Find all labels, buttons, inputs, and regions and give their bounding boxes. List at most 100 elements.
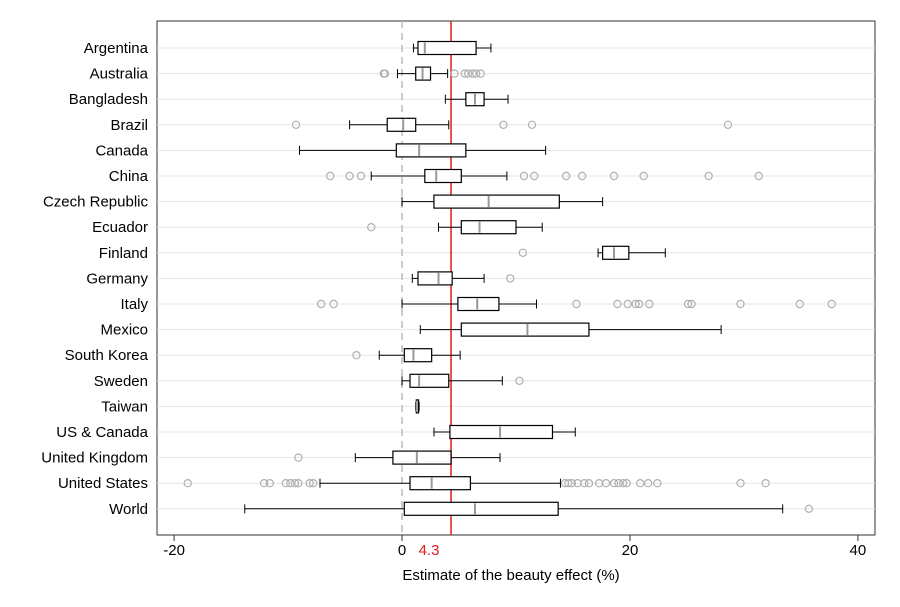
outlier-point bbox=[754, 171, 763, 181]
outlier-point bbox=[527, 120, 537, 130]
outlier-point bbox=[618, 479, 628, 488]
category-label: Bangladesh bbox=[69, 91, 148, 108]
category-label: Sweden bbox=[94, 373, 148, 390]
outlier-point bbox=[736, 479, 745, 488]
outlier-point bbox=[561, 171, 571, 181]
iqr-box bbox=[460, 322, 590, 337]
iqr-box bbox=[457, 296, 500, 312]
outlier-point bbox=[827, 299, 836, 309]
outlier-point bbox=[644, 479, 653, 488]
outlier-point bbox=[294, 453, 303, 462]
category-label: Finland bbox=[99, 245, 148, 262]
outlier-point bbox=[609, 171, 619, 181]
outlier-point bbox=[515, 376, 524, 385]
iqr-box bbox=[403, 348, 433, 363]
category-labels: Argentina Australia Bangladesh Brazil Canada… bbox=[41, 40, 148, 518]
box-world bbox=[244, 501, 784, 516]
outlier-point bbox=[290, 479, 300, 488]
outlier-point bbox=[291, 120, 301, 130]
outlier-point bbox=[613, 299, 622, 309]
outlier-point bbox=[356, 171, 366, 181]
box-italy bbox=[401, 296, 538, 312]
category-label: South Korea bbox=[65, 347, 149, 364]
box-canada bbox=[298, 143, 547, 158]
category-label: Czech Republic bbox=[43, 194, 149, 211]
box-ecuador bbox=[438, 220, 543, 235]
outlier-point bbox=[761, 479, 770, 488]
box-australia bbox=[396, 66, 449, 81]
outlier-point bbox=[530, 171, 539, 181]
outlier-point bbox=[294, 479, 303, 488]
x-tick-label: 20 bbox=[622, 542, 639, 559]
outlier-point bbox=[631, 299, 640, 309]
x-axis-title: Estimate of the beauty effect (%) bbox=[402, 567, 619, 584]
outlier-point bbox=[476, 69, 485, 78]
outlier-point bbox=[518, 248, 528, 257]
outlier-point bbox=[499, 120, 508, 130]
outlier-point bbox=[281, 479, 290, 488]
iqr-box bbox=[395, 143, 467, 158]
category-label: World bbox=[109, 501, 148, 518]
outlier-point bbox=[380, 69, 390, 78]
outlier-point bbox=[265, 479, 275, 488]
box-taiwan bbox=[415, 399, 420, 414]
iqr-box bbox=[602, 245, 630, 260]
outlier-point bbox=[580, 479, 589, 488]
iqr-box bbox=[403, 501, 559, 516]
category-label: Australia bbox=[90, 66, 149, 83]
iqr-box bbox=[392, 450, 452, 465]
outlier-point bbox=[567, 479, 577, 488]
mean-line-label: 4.3 bbox=[419, 542, 440, 559]
iqr-box bbox=[417, 271, 453, 286]
outlier-point bbox=[326, 171, 335, 181]
outlier-point bbox=[506, 274, 515, 283]
outlier-point bbox=[308, 479, 318, 488]
iqr-box bbox=[433, 194, 560, 209]
x-axis: -20 0 20 40 bbox=[163, 535, 866, 559]
boxes-layer bbox=[244, 40, 784, 516]
box-us-canada bbox=[433, 424, 576, 440]
outlier-point bbox=[183, 479, 192, 488]
outlier-point bbox=[723, 120, 733, 130]
outlier-point bbox=[367, 222, 376, 232]
category-label: China bbox=[109, 168, 149, 185]
outlier-point bbox=[704, 171, 713, 181]
outlier-point bbox=[601, 479, 611, 488]
outlier-point bbox=[259, 479, 269, 488]
outlier-point bbox=[577, 171, 587, 181]
iqr-box bbox=[409, 373, 450, 388]
x-tick-label: 0 bbox=[398, 542, 406, 559]
outlier-point bbox=[468, 69, 477, 78]
box-germany bbox=[411, 271, 485, 286]
category-label: Argentina bbox=[84, 40, 149, 57]
outlier-point bbox=[519, 171, 529, 181]
category-label: Brazil bbox=[110, 117, 148, 134]
box-czech-republic bbox=[401, 194, 604, 209]
outlier-point bbox=[639, 171, 648, 181]
category-label: Mexico bbox=[100, 322, 148, 339]
outlier-point bbox=[471, 69, 481, 78]
outlier-point bbox=[636, 479, 645, 488]
outlier-point bbox=[736, 299, 745, 309]
category-label: Ecuador bbox=[92, 219, 148, 236]
outlier-point bbox=[795, 299, 804, 309]
outlier-point bbox=[352, 351, 361, 360]
outlier-point bbox=[609, 479, 619, 488]
outlier-point bbox=[584, 479, 594, 488]
box-mexico bbox=[419, 322, 722, 337]
outlier-point bbox=[286, 479, 295, 488]
outlier-point bbox=[623, 299, 632, 309]
outlier-point bbox=[463, 69, 473, 78]
category-label: Canada bbox=[95, 142, 148, 159]
box-sweden bbox=[401, 373, 503, 388]
outlier-point bbox=[614, 479, 623, 488]
outlier-point bbox=[683, 299, 693, 309]
box-china bbox=[370, 168, 508, 184]
outlier-point bbox=[634, 299, 644, 309]
box-finland bbox=[597, 245, 666, 260]
iqr-box bbox=[424, 168, 462, 184]
category-label: United Kingdom bbox=[41, 450, 148, 467]
outlier-point bbox=[572, 299, 581, 309]
iqr-box bbox=[386, 117, 417, 132]
